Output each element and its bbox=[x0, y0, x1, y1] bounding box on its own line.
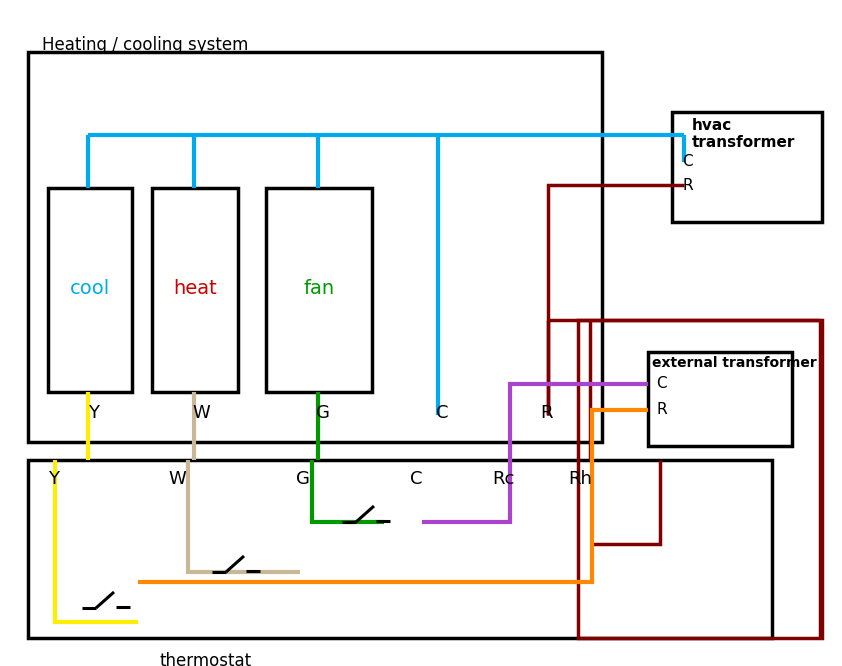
Text: Heating / cooling system: Heating / cooling system bbox=[42, 36, 248, 54]
Text: Rc: Rc bbox=[492, 470, 514, 488]
Text: external transformer: external transformer bbox=[652, 356, 817, 370]
Text: cool: cool bbox=[70, 278, 110, 298]
Text: Rh: Rh bbox=[568, 470, 592, 488]
Text: heat: heat bbox=[173, 278, 217, 298]
Bar bbox=[266, 188, 372, 392]
Text: W: W bbox=[168, 470, 186, 488]
Bar bbox=[48, 188, 132, 392]
Text: thermostat: thermostat bbox=[160, 652, 252, 666]
Text: C: C bbox=[656, 376, 667, 392]
Bar bbox=[672, 112, 822, 222]
Text: fan: fan bbox=[303, 278, 334, 298]
Text: G: G bbox=[296, 470, 310, 488]
Bar bbox=[28, 460, 772, 638]
Bar bbox=[648, 352, 792, 446]
Text: C: C bbox=[410, 470, 423, 488]
Text: hvac
transformer: hvac transformer bbox=[692, 118, 796, 151]
Text: Y: Y bbox=[88, 404, 99, 422]
Text: W: W bbox=[192, 404, 210, 422]
Text: G: G bbox=[316, 404, 330, 422]
Text: C: C bbox=[682, 155, 693, 170]
Text: R: R bbox=[682, 178, 693, 192]
Bar bbox=[28, 52, 602, 442]
Bar bbox=[152, 188, 238, 392]
Bar bbox=[578, 320, 822, 638]
Text: C: C bbox=[436, 404, 449, 422]
Text: Y: Y bbox=[48, 470, 59, 488]
Text: R: R bbox=[656, 402, 667, 418]
Text: R: R bbox=[540, 404, 552, 422]
